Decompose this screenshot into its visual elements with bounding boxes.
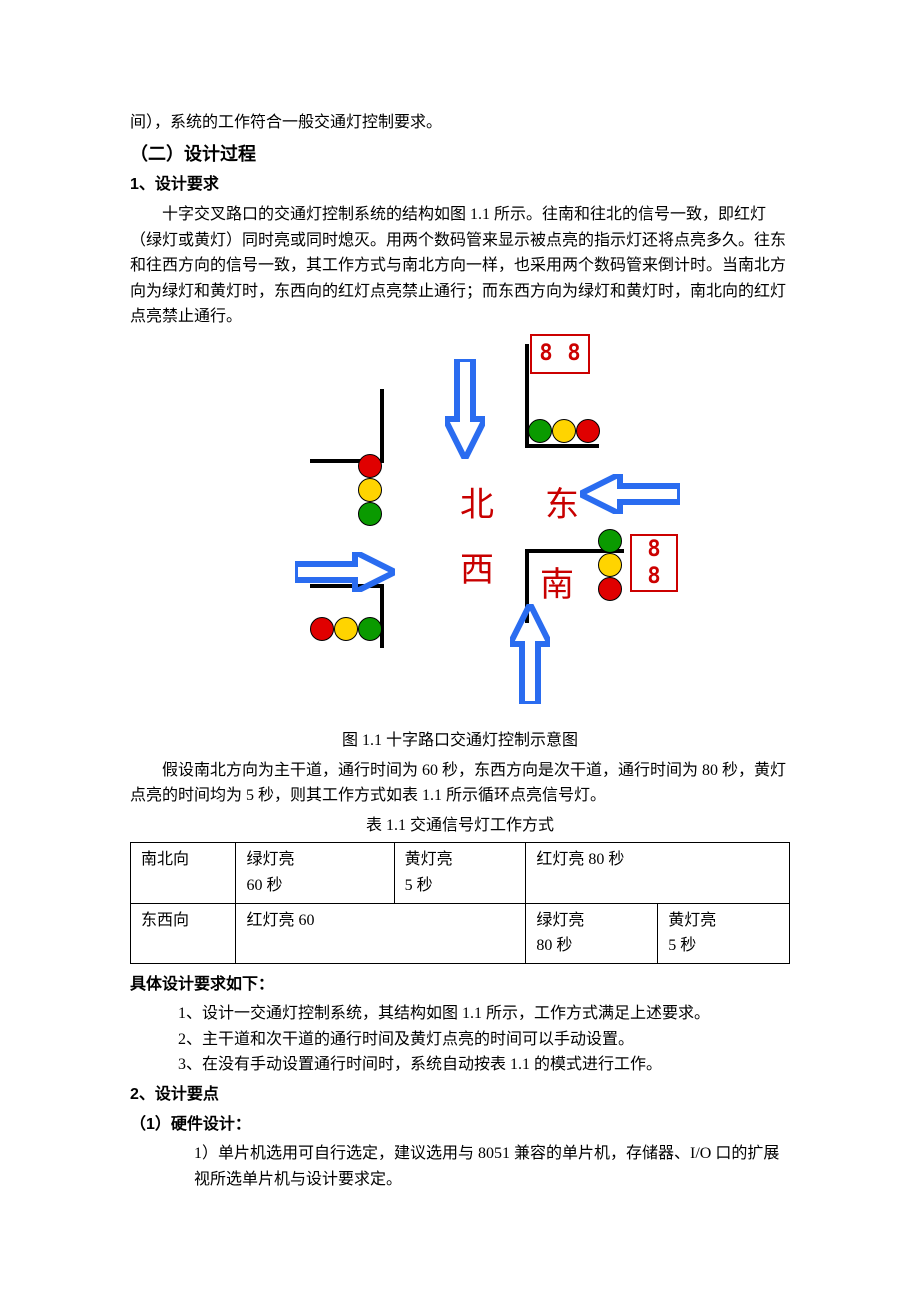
keypoints-heading: 2、设计要点 xyxy=(130,1082,790,1108)
direction-label: 东 xyxy=(545,479,579,533)
requirements-paragraph: 十字交叉路口的交通灯控制系统的结构如图 1.1 所示。往南和往北的信号一致，即红… xyxy=(130,202,790,330)
requirements-heading: 1、设计要求 xyxy=(130,172,790,198)
cell: 红灯亮 60 xyxy=(236,903,526,963)
diagram-container: 北东西南 xyxy=(130,330,790,724)
intersection-diagram: 北东西南 xyxy=(250,334,670,724)
list-item: 1、设计一交通灯控制系统，其结构如图 1.1 所示，工作方式满足上述要求。 xyxy=(178,1001,790,1027)
traffic-light-yellow xyxy=(358,478,382,502)
traffic-light-red xyxy=(598,577,622,601)
cell: 黄灯亮 5 秒 xyxy=(394,843,526,903)
assumption-paragraph: 假设南北方向为主干道，通行时间为 60 秒，东西方向是次干道，通行时间为 80 … xyxy=(130,758,790,809)
document-page: 间），系统的工作符合一般交通灯控制要求。 （二）设计过程 1、设计要求 十字交叉… xyxy=(0,0,920,1302)
table-row: 东西向 红灯亮 60 绿灯亮 80 秒 黄灯亮 5 秒 xyxy=(131,903,790,963)
arrow-up-icon xyxy=(510,604,550,704)
arrow-right-icon xyxy=(295,552,395,592)
traffic-light-yellow xyxy=(598,553,622,577)
list-item: 2、主干道和次干道的通行时间及黄灯点亮的时间可以手动设置。 xyxy=(178,1027,790,1053)
intro-tail: 间），系统的工作符合一般交通灯控制要求。 xyxy=(130,110,790,136)
hardware-list: 1）单片机选用可自行选定，建议选用与 8051 兼容的单片机，存储器、I/O 口… xyxy=(130,1141,790,1192)
arrow-down-icon xyxy=(445,359,485,459)
signal-mode-table: 南北向 绿灯亮 60 秒 黄灯亮 5 秒 红灯亮 80 秒 东西向 红灯亮 60… xyxy=(130,842,790,963)
seven-seg-display xyxy=(630,534,678,592)
cell: 东西向 xyxy=(131,903,236,963)
traffic-light-red xyxy=(310,617,334,641)
direction-label: 西 xyxy=(460,544,494,598)
traffic-light-yellow xyxy=(552,419,576,443)
table-row: 南北向 绿灯亮 60 秒 黄灯亮 5 秒 红灯亮 80 秒 xyxy=(131,843,790,903)
cell: 南北向 xyxy=(131,843,236,903)
detail-req-list: 1、设计一交通灯控制系统，其结构如图 1.1 所示，工作方式满足上述要求。 2、… xyxy=(130,1001,790,1078)
cell: 红灯亮 80 秒 xyxy=(526,843,790,903)
cell: 绿灯亮 80 秒 xyxy=(526,903,658,963)
traffic-light-green xyxy=(528,419,552,443)
figure-caption: 图 1.1 十字路口交通灯控制示意图 xyxy=(130,728,790,754)
detail-req-heading: 具体设计要求如下： xyxy=(130,972,790,998)
section-2-heading: （二）设计过程 xyxy=(130,140,790,169)
traffic-light-red xyxy=(358,454,382,478)
traffic-light-green xyxy=(598,529,622,553)
cell: 绿灯亮 60 秒 xyxy=(236,843,394,903)
direction-label: 北 xyxy=(460,479,494,533)
hardware-heading: （1）硬件设计： xyxy=(130,1112,790,1138)
traffic-light-green xyxy=(358,502,382,526)
list-item: 3、在没有手动设置通行时间时，系统自动按表 1.1 的模式进行工作。 xyxy=(178,1052,790,1078)
seven-seg-display xyxy=(530,334,590,374)
arrow-left-icon xyxy=(580,474,680,514)
cell: 黄灯亮 5 秒 xyxy=(658,903,790,963)
table-caption: 表 1.1 交通信号灯工作方式 xyxy=(130,813,790,839)
traffic-light-green xyxy=(358,617,382,641)
road-corner xyxy=(310,389,384,463)
traffic-light-yellow xyxy=(334,617,358,641)
list-item: 1）单片机选用可自行选定，建议选用与 8051 兼容的单片机，存储器、I/O 口… xyxy=(194,1141,790,1192)
traffic-light-red xyxy=(576,419,600,443)
